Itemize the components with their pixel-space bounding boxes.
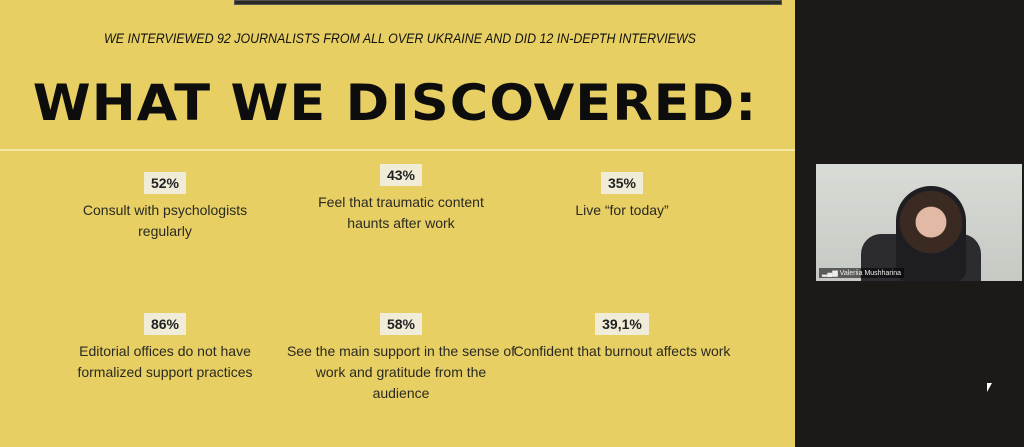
- slide-top-bar: [234, 0, 782, 5]
- stat-text: Live “for today”: [575, 202, 669, 218]
- mouse-cursor-icon: [987, 383, 992, 392]
- signal-bars-icon: ▂▄▆: [822, 270, 840, 277]
- stat-value: 52%: [143, 172, 187, 194]
- participant-video: [896, 186, 966, 281]
- stat-text: Consult with psychologists regularly: [82, 202, 248, 239]
- presentation-slide: WE INTERVIEWED 92 JOURNALISTS FROM ALL O…: [0, 0, 795, 447]
- stat-value: 35%: [600, 172, 644, 194]
- stat-value: 86%: [143, 313, 187, 335]
- stat-value: 43%: [379, 164, 423, 186]
- divider: [0, 149, 795, 151]
- participant-video-tile[interactable]: ▂▄▆ Valeriia Mushharina: [816, 164, 1022, 281]
- slide-subtitle: WE INTERVIEWED 92 JOURNALISTS FROM ALL O…: [104, 31, 696, 46]
- slide-title: WHAT WE DISCOVERED:: [32, 74, 758, 132]
- stat-card: 52% Consult with psychologists regularly: [40, 172, 290, 242]
- participant-name-label: ▂▄▆ Valeriia Mushharina: [819, 268, 905, 278]
- stat-card: 35% Live “for today”: [497, 172, 747, 221]
- stat-card: 39,1% Confident that burnout affects work: [497, 313, 747, 362]
- participant-name: Valeriia Mushharina: [839, 270, 902, 277]
- stat-value: 58%: [379, 313, 423, 335]
- stat-text: Feel that traumatic content haunts after…: [318, 194, 484, 231]
- stat-value: 39,1%: [595, 313, 649, 335]
- stat-text: See the main support in the sense of wor…: [286, 343, 516, 401]
- stat-card: 43% Feel that traumatic content haunts af…: [276, 164, 526, 234]
- stat-text: Confident that burnout affects work: [513, 343, 731, 359]
- stat-text: Editorial offices do not have formalized…: [77, 343, 253, 380]
- stat-card: 86% Editorial offices do not have formali…: [40, 313, 290, 383]
- stat-card: 58% See the main support in the sense of …: [276, 313, 526, 404]
